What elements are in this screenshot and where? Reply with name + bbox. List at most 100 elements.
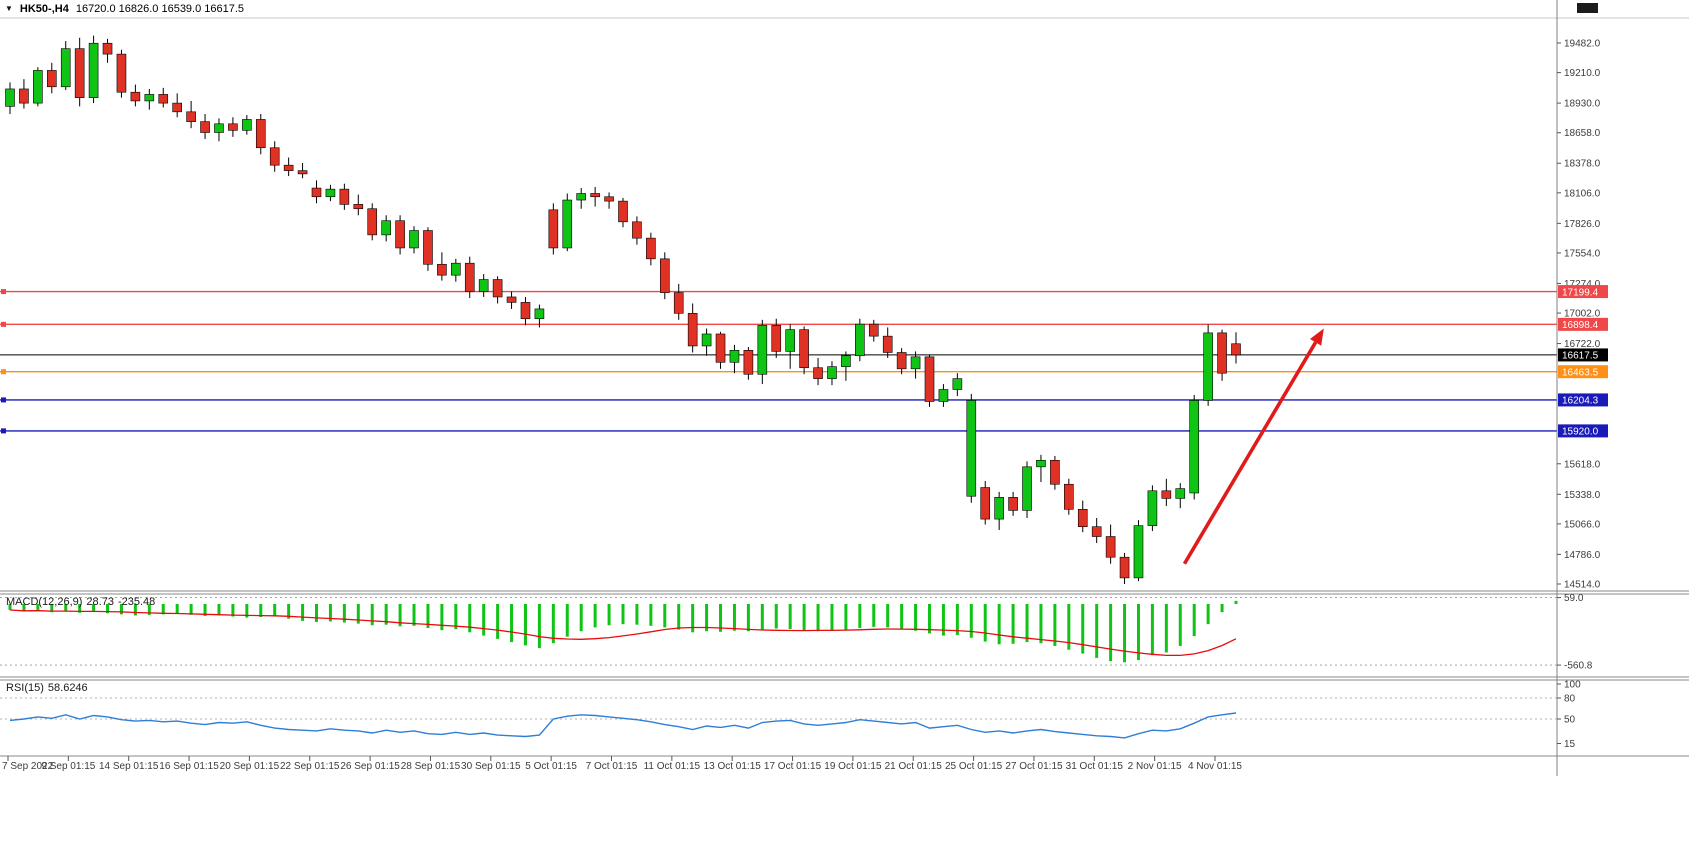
trend-arrow-shaft bbox=[1182, 341, 1318, 565]
price-tag-text: 16204.3 bbox=[1562, 396, 1599, 407]
candle-up bbox=[409, 230, 419, 249]
time-axis-label: 20 Sep 01:15 bbox=[220, 761, 280, 772]
macd-axis-label: -560.8 bbox=[1564, 661, 1593, 672]
candle-up bbox=[729, 350, 740, 363]
time-axis-label: 7 Sep 2022 bbox=[2, 761, 54, 772]
candle-up bbox=[1133, 525, 1144, 579]
price-tag-17199.4: 17199.4 bbox=[1558, 285, 1608, 298]
trend-arrow[interactable] bbox=[1182, 328, 1324, 565]
level-handle bbox=[1, 369, 6, 375]
candle-down bbox=[715, 333, 726, 363]
price-axis-label: 17554.0 bbox=[1564, 248, 1601, 259]
price-tag-box bbox=[1558, 285, 1608, 299]
candle-down bbox=[158, 94, 169, 104]
candle-down bbox=[771, 324, 782, 352]
candle-down bbox=[255, 119, 266, 149]
top-right-marker bbox=[1577, 3, 1598, 13]
panel-separators[interactable] bbox=[0, 0, 1689, 776]
rsi-panel[interactable]: 100 80 50 15 bbox=[0, 680, 1581, 751]
price-axis-label: 18930.0 bbox=[1564, 99, 1601, 110]
price-tag-text: 16463.5 bbox=[1562, 368, 1599, 379]
macd-signal-line bbox=[9, 609, 1237, 657]
candle-down bbox=[687, 312, 698, 347]
candle-down bbox=[353, 204, 364, 210]
candle-up bbox=[1147, 490, 1158, 526]
candle-down bbox=[743, 350, 754, 375]
macd-signal-value: -235.48 bbox=[117, 596, 156, 608]
price-axis-label: 16722.0 bbox=[1564, 339, 1601, 350]
candle-down bbox=[437, 263, 447, 276]
price-axis-label: 18106.0 bbox=[1564, 188, 1601, 199]
candle-up bbox=[534, 308, 545, 320]
candle-up bbox=[1022, 466, 1032, 511]
candle-down bbox=[618, 200, 628, 223]
price-tag-box bbox=[1558, 424, 1608, 438]
candle-down bbox=[882, 335, 893, 353]
time-axis-label: 25 Oct 01:15 bbox=[945, 761, 1003, 772]
price-tag-box bbox=[1558, 348, 1608, 362]
candle-down bbox=[464, 262, 475, 292]
symbol-label: HK50-,H4 bbox=[19, 3, 69, 15]
candle-down bbox=[632, 221, 642, 239]
level-handle bbox=[1, 289, 6, 295]
price-tag-text: 16617.5 bbox=[1562, 351, 1599, 362]
trend-arrow-head bbox=[1310, 328, 1324, 346]
candle-up bbox=[88, 42, 99, 98]
candle-down bbox=[1217, 332, 1227, 374]
candle-down bbox=[1077, 508, 1088, 528]
macd-panel[interactable]: 59.0 -560.8 bbox=[0, 593, 1593, 672]
candle-down bbox=[228, 123, 238, 131]
candle-down bbox=[548, 209, 559, 249]
candle-down bbox=[1105, 536, 1116, 558]
candle-down bbox=[506, 296, 517, 303]
candle-down bbox=[1008, 497, 1018, 511]
candle-down bbox=[19, 88, 29, 104]
candle-down bbox=[423, 230, 433, 265]
time-axis-label: 4 Nov 01:15 bbox=[1188, 761, 1242, 772]
time-axis-label: 16 Sep 01:15 bbox=[159, 761, 219, 772]
candle-up bbox=[1036, 459, 1046, 468]
rsi-line bbox=[9, 712, 1237, 739]
candle-down bbox=[590, 193, 600, 198]
price-tag-box bbox=[1558, 365, 1608, 379]
candle-up bbox=[325, 188, 336, 198]
symbol-quote-header: ▼ HK50-,H4 16720.0 16826.0 16539.0 16617… bbox=[5, 3, 244, 15]
rsi-axis-label: 15 bbox=[1564, 739, 1576, 750]
collapse-arrow-icon[interactable]: ▼ bbox=[5, 4, 13, 13]
candle-up bbox=[841, 355, 851, 367]
time-axis-label: 7 Oct 01:15 bbox=[586, 761, 638, 772]
price-tag-text: 17199.4 bbox=[1562, 287, 1599, 298]
quote-ohlc: 16720.0 16826.0 16539.0 16617.5 bbox=[75, 3, 245, 15]
price-tag-16898.4: 16898.4 bbox=[1558, 317, 1608, 331]
time-axis-label: 31 Oct 01:15 bbox=[1066, 761, 1124, 772]
candle-down bbox=[520, 302, 531, 320]
rsi-name: RSI(15) bbox=[6, 682, 44, 694]
candle-down bbox=[896, 352, 907, 370]
candle-down bbox=[799, 329, 809, 369]
candle-up bbox=[478, 279, 489, 292]
price-axis[interactable]: 19482.0 19210.0 18930.0 18658.0 18378.0 18106… bbox=[1557, 39, 1601, 591]
price-axis-label: 19482.0 bbox=[1564, 39, 1601, 50]
candle-up bbox=[1175, 488, 1186, 499]
price-axis-label: 14514.0 bbox=[1564, 580, 1601, 591]
candle-down bbox=[46, 70, 57, 88]
candle-up bbox=[994, 497, 1004, 520]
candle-down bbox=[1231, 343, 1241, 356]
price-axis-label: 14786.0 bbox=[1564, 550, 1601, 561]
time-axis-label: 19 Oct 01:15 bbox=[824, 761, 882, 772]
candle-down bbox=[924, 356, 935, 402]
level-handle bbox=[1, 397, 6, 403]
candle-down bbox=[367, 208, 378, 236]
candle-up bbox=[144, 94, 155, 102]
candle-up bbox=[910, 356, 921, 370]
time-axis-label: 11 Oct 01:15 bbox=[644, 761, 701, 772]
candle-down bbox=[172, 102, 182, 113]
candle-down bbox=[269, 147, 280, 166]
candle-up bbox=[952, 378, 963, 390]
candle-down bbox=[1064, 483, 1074, 510]
candle-down bbox=[102, 42, 113, 55]
candle-up bbox=[214, 123, 224, 133]
